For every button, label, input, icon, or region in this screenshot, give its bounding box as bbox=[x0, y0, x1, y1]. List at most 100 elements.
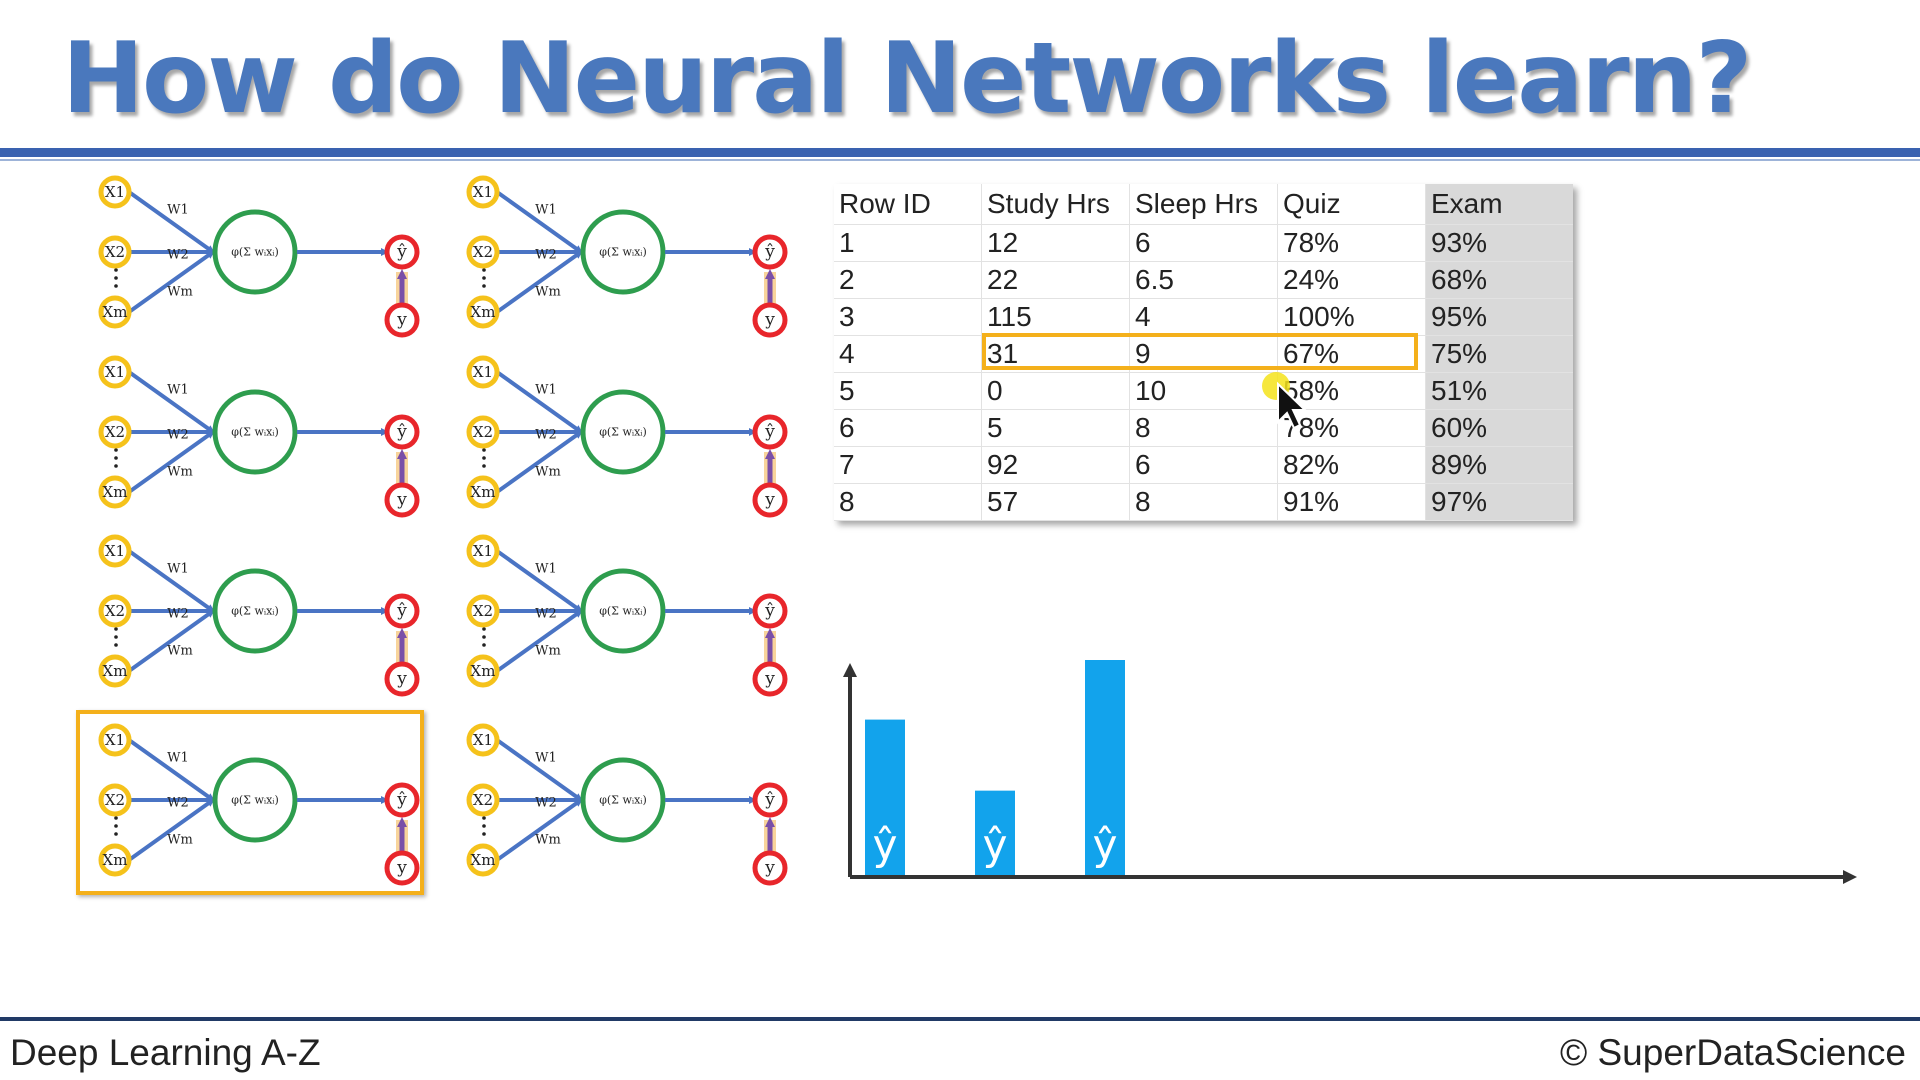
weight-connection bbox=[495, 738, 583, 802]
ellipsis-dot bbox=[114, 816, 118, 820]
input-label: Xm bbox=[103, 662, 128, 680]
weight-connection bbox=[127, 430, 215, 494]
table-row: 8 57 8 91% 97% bbox=[834, 483, 1573, 521]
predicted-output-node bbox=[752, 782, 788, 818]
table-cell: 5 bbox=[981, 409, 1130, 447]
table-cell: 2 bbox=[834, 261, 982, 299]
predicted-output-node bbox=[384, 593, 420, 629]
actual-output-label: y bbox=[396, 669, 407, 689]
highlighted-row-box bbox=[982, 333, 1418, 370]
ellipsis-dot bbox=[482, 276, 486, 280]
weight-label-w1: W1 bbox=[167, 562, 189, 577]
input-node-xm bbox=[466, 654, 500, 688]
weight-label-wm: Wm bbox=[167, 285, 193, 300]
weight-connection bbox=[127, 549, 215, 613]
input-node-x1 bbox=[98, 534, 132, 568]
weight-label-w2: W2 bbox=[167, 796, 189, 811]
input-node-x1 bbox=[466, 175, 500, 209]
weight-label-w2: W2 bbox=[167, 607, 189, 622]
table-cell: 8 bbox=[1129, 409, 1278, 447]
input-label: X2 bbox=[105, 602, 125, 620]
actual-output-node bbox=[384, 482, 420, 518]
predicted-output-label: ŷ bbox=[396, 601, 407, 621]
input-node-x1 bbox=[98, 355, 132, 389]
weight-label-wm: Wm bbox=[535, 833, 561, 848]
actual-output-label: y bbox=[396, 490, 407, 510]
input-node-x2 bbox=[98, 783, 132, 817]
table-cell: 91% bbox=[1277, 483, 1426, 521]
input-node-x2 bbox=[466, 235, 500, 269]
weight-connection bbox=[495, 250, 583, 314]
table-cell: 60% bbox=[1425, 409, 1573, 447]
weight-label-wm: Wm bbox=[535, 285, 561, 300]
input-node-x1 bbox=[98, 723, 132, 757]
actual-output-node bbox=[384, 302, 420, 338]
table-row: 5 0 10 58% 51% bbox=[834, 372, 1573, 410]
actual-output-label: y bbox=[764, 669, 775, 689]
table-cell: 78% bbox=[1277, 224, 1426, 262]
input-node-x1 bbox=[466, 534, 500, 568]
neural-network: X1 X2 Xm W1 W2 Wm φ(Σ wᵢxᵢ) ŷ y bbox=[98, 723, 420, 886]
predicted-output-node bbox=[752, 234, 788, 270]
activation-formula: φ(Σ wᵢxᵢ) bbox=[599, 605, 647, 618]
weight-connection bbox=[495, 190, 583, 254]
input-label: X2 bbox=[473, 602, 493, 620]
ellipsis-dot bbox=[114, 824, 118, 828]
predicted-output-label: ŷ bbox=[764, 422, 775, 442]
activation-formula: φ(Σ wᵢxᵢ) bbox=[599, 794, 647, 807]
table-cell: 6 bbox=[1129, 446, 1278, 484]
activation-formula: φ(Σ wᵢxᵢ) bbox=[231, 605, 279, 618]
table-cell: 82% bbox=[1277, 446, 1426, 484]
table-cell: 75% bbox=[1425, 335, 1573, 373]
table-cell: 100% bbox=[1277, 298, 1426, 336]
table-cell: 4 bbox=[834, 335, 982, 373]
actual-output-label: y bbox=[764, 490, 775, 510]
table-cell: 24% bbox=[1277, 261, 1426, 299]
weight-label-wm: Wm bbox=[167, 465, 193, 480]
weight-connection bbox=[127, 798, 215, 862]
ellipsis-dot bbox=[482, 643, 486, 647]
input-node-x2 bbox=[466, 594, 500, 628]
table-cell: 68% bbox=[1425, 261, 1573, 299]
output-bar bbox=[865, 719, 905, 875]
neuron-node bbox=[580, 209, 666, 295]
ellipsis-dot bbox=[482, 464, 486, 468]
input-label: Xm bbox=[471, 662, 496, 680]
neural-network: X1 X2 Xm W1 W2 Wm φ(Σ wᵢxᵢ) ŷ y bbox=[466, 534, 788, 697]
actual-output-node bbox=[384, 661, 420, 697]
input-node-xm bbox=[98, 295, 132, 329]
predicted-output-label: ŷ bbox=[764, 601, 775, 621]
input-node-xm bbox=[98, 654, 132, 688]
weight-connection bbox=[495, 430, 583, 494]
weight-label-w2: W2 bbox=[535, 428, 557, 443]
ellipsis-dot bbox=[114, 448, 118, 452]
input-label: Xm bbox=[471, 483, 496, 501]
neural-network: X1 X2 Xm W1 W2 Wm φ(Σ wᵢxᵢ) ŷ y bbox=[98, 534, 420, 697]
weight-label-w1: W1 bbox=[167, 203, 189, 218]
predicted-output-label: ŷ bbox=[764, 242, 775, 262]
ellipsis-dot bbox=[482, 456, 486, 460]
table-row: 3 115 4 100% 95% bbox=[834, 298, 1573, 336]
ellipsis-dot bbox=[482, 824, 486, 828]
table-cell: 92 bbox=[981, 446, 1130, 484]
neuron-node bbox=[212, 568, 298, 654]
highlighted-network-box bbox=[76, 710, 424, 895]
table-cell: 7 bbox=[834, 446, 982, 484]
actual-output-label: y bbox=[764, 858, 775, 878]
input-label: X1 bbox=[105, 363, 125, 381]
output-bar bbox=[1085, 660, 1125, 875]
weight-label-wm: Wm bbox=[167, 644, 193, 659]
table-cell: 115 bbox=[981, 298, 1130, 336]
ellipsis-dot bbox=[114, 643, 118, 647]
ellipsis-dot bbox=[482, 268, 486, 272]
footer-divider bbox=[0, 1017, 1920, 1021]
neural-network: X1 X2 Xm W1 W2 Wm φ(Σ wᵢxᵢ) ŷ y bbox=[466, 723, 788, 886]
table-cell: 6 bbox=[834, 409, 982, 447]
table-cell: 1 bbox=[834, 224, 982, 262]
page-title: How do Neural Networks learn? bbox=[62, 22, 1752, 136]
title-divider-shadow bbox=[0, 159, 1920, 161]
input-label: X2 bbox=[473, 243, 493, 261]
copyright: © SuperDataScience bbox=[1559, 1032, 1906, 1073]
ellipsis-dot bbox=[114, 268, 118, 272]
